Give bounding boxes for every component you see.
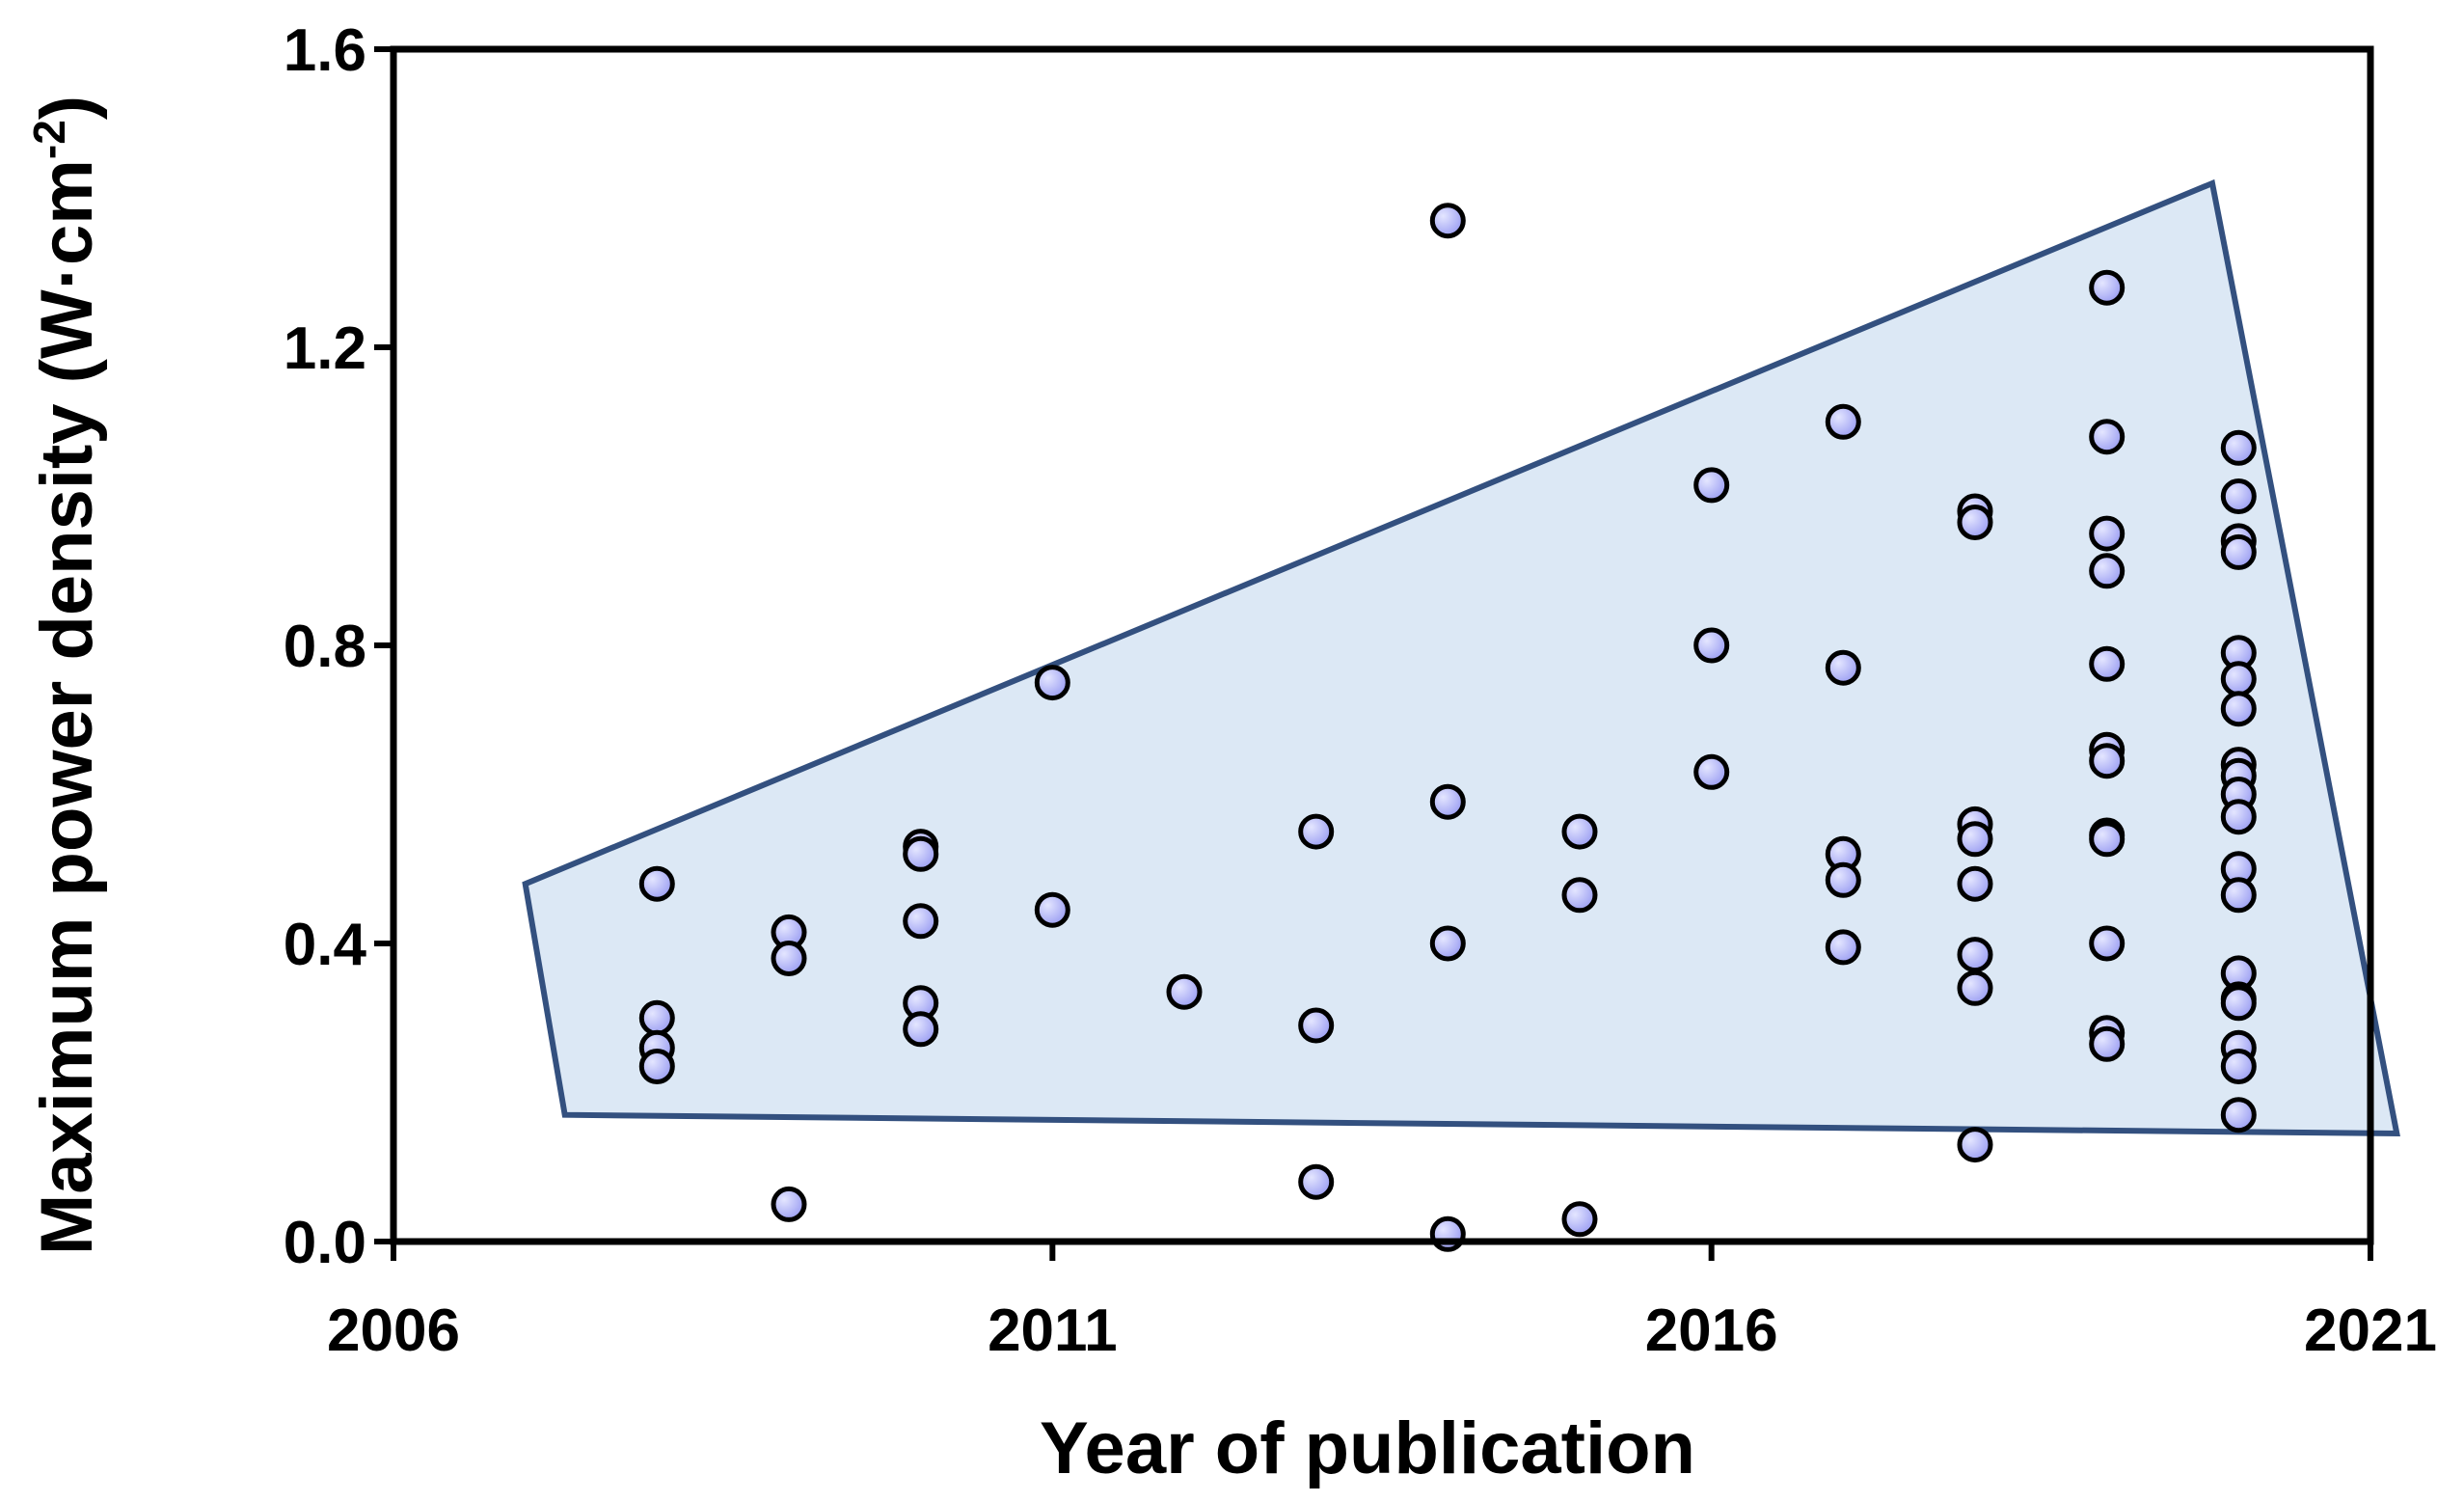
data-point	[1561, 877, 1598, 914]
data-point	[1825, 861, 1861, 898]
data-point	[2220, 429, 2257, 466]
y-tick-label: 0.4	[284, 912, 367, 978]
data-point	[2089, 553, 2126, 589]
data-point	[2220, 691, 2257, 727]
data-point	[638, 865, 675, 902]
data-point	[1693, 627, 1730, 664]
data-point	[2220, 877, 2257, 914]
data-point	[1561, 813, 1598, 850]
data-point	[1825, 929, 1861, 966]
data-point	[1429, 925, 1466, 962]
data-point	[638, 1049, 675, 1084]
data-point	[1693, 753, 1730, 790]
x-tick-label: 2006	[327, 1297, 460, 1364]
data-point	[2220, 985, 2257, 1022]
data-point	[1429, 783, 1466, 820]
data-point	[2220, 533, 2257, 570]
data-point	[1034, 891, 1070, 928]
data-point	[638, 999, 675, 1036]
data-point	[903, 835, 939, 872]
data-point	[2089, 1025, 2126, 1062]
data-point	[2089, 645, 2126, 682]
x-tick-label: 2011	[988, 1297, 1118, 1364]
data-point	[771, 941, 807, 976]
data-point	[2220, 478, 2257, 514]
envelope-polygon	[522, 178, 2400, 1137]
data-point	[2220, 661, 2257, 697]
y-tick-label: 0.0	[284, 1210, 366, 1276]
y-axis-title-close: )	[26, 96, 108, 120]
y-axis-title-main: Maximum power density (W·cm	[26, 159, 108, 1255]
data-point	[1561, 1201, 1598, 1238]
y-axis-title: Maximum power density (W·cm-2)	[24, 96, 108, 1255]
y-tick-label: 1.6	[284, 17, 366, 84]
data-point	[771, 1186, 807, 1222]
data-point	[2089, 821, 2126, 858]
y-tick-label: 0.8	[284, 614, 366, 680]
data-point	[2220, 799, 2257, 835]
data-point	[903, 903, 939, 940]
data-point	[2089, 419, 2126, 455]
data-point	[1693, 467, 1730, 504]
data-point	[1166, 973, 1203, 1010]
y-axis-title-superscript: -2	[24, 120, 74, 159]
data-point	[1034, 665, 1070, 701]
data-point	[1298, 1163, 1335, 1200]
data-point	[1957, 937, 1993, 973]
data-point	[1298, 813, 1335, 850]
y-tick-label: 1.2	[284, 315, 366, 382]
x-tick-label: 2016	[1645, 1297, 1778, 1364]
data-point	[2220, 1049, 2257, 1084]
x-tick-label: 2021	[2304, 1297, 2437, 1364]
data-point	[1298, 1007, 1335, 1044]
data-point	[903, 1011, 939, 1048]
data-point	[1957, 865, 1993, 902]
data-point	[1957, 821, 1993, 858]
data-point	[2089, 925, 2126, 962]
data-point	[2089, 269, 2126, 306]
data-point	[1825, 403, 1861, 440]
data-point	[2220, 1097, 2257, 1133]
data-point	[1957, 969, 1993, 1006]
data-point	[1957, 1127, 1993, 1163]
data-point	[2089, 743, 2126, 779]
x-axis-title: Year of publication	[1040, 1407, 1695, 1489]
data-point	[1825, 649, 1861, 686]
data-point	[1957, 505, 1993, 540]
data-point	[1429, 203, 1466, 239]
data-point	[2089, 515, 2126, 552]
